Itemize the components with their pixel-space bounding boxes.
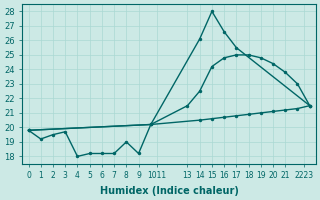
X-axis label: Humidex (Indice chaleur): Humidex (Indice chaleur) — [100, 186, 239, 196]
